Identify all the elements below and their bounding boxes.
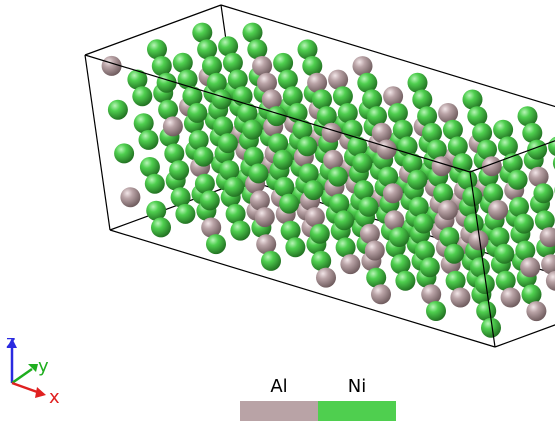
ni-atom: [548, 136, 555, 156]
axis-triad: z y x: [6, 332, 60, 408]
al-atom: [163, 116, 183, 136]
al-atom: [450, 288, 470, 308]
legend-swatch: [318, 401, 396, 421]
legend-swatch: [240, 401, 318, 421]
ni-atom: [328, 167, 348, 187]
ni-atom: [187, 103, 207, 123]
ni-atom: [420, 257, 440, 277]
ni-atom: [310, 224, 330, 244]
al-atom: [526, 301, 546, 321]
ni-atom: [242, 120, 262, 140]
legend-label: Ni: [348, 376, 366, 397]
ni-atom: [389, 227, 409, 247]
x-arrowhead: [35, 387, 46, 398]
ni-atom: [139, 130, 159, 150]
al-atom: [365, 241, 385, 261]
al-atom: [377, 140, 397, 160]
ni-atom: [212, 89, 232, 109]
ni-atom: [514, 214, 534, 234]
al-atom: [520, 257, 540, 277]
al-atom: [322, 123, 342, 143]
al-atom: [120, 187, 140, 207]
al-atom: [340, 254, 360, 274]
al-atom: [488, 200, 508, 220]
ni-atom: [494, 244, 514, 264]
ni-atom: [267, 106, 287, 126]
ni-atom: [273, 150, 293, 170]
legend: Al Ni: [240, 376, 396, 421]
scene: z y x Al Ni: [0, 0, 555, 421]
al-atom: [255, 207, 275, 227]
al-atom: [316, 268, 336, 288]
ni-atom: [224, 177, 244, 197]
ni-atom: [407, 170, 427, 190]
x-axis-arrow: [12, 383, 40, 393]
al-atom: [546, 271, 555, 291]
ni-atom: [508, 170, 528, 190]
z-label: z: [6, 332, 15, 353]
ni-atom: [218, 133, 238, 153]
al-atom: [371, 284, 391, 304]
y-axis-arrow: [12, 369, 32, 383]
ni-atom: [200, 190, 220, 210]
ni-atom: [533, 183, 553, 203]
ni-atom: [108, 100, 128, 120]
al-atom: [383, 183, 403, 203]
ni-atom: [169, 160, 189, 180]
box-edge: [85, 55, 110, 230]
ni-atom: [175, 204, 195, 224]
ni-atom: [426, 301, 446, 321]
ni-atom: [145, 174, 165, 194]
ni-atom: [414, 214, 434, 234]
legend-label: Al: [270, 376, 287, 397]
ni-atom: [334, 210, 354, 230]
ni-atom: [132, 86, 152, 106]
ni-atom: [249, 163, 269, 183]
ni-atom: [395, 271, 415, 291]
ni-atom: [279, 194, 299, 214]
ni-atom: [230, 221, 250, 241]
ni-atom: [297, 136, 317, 156]
ni-atom: [352, 153, 372, 173]
al-atom: [438, 200, 458, 220]
al-atom: [102, 56, 122, 76]
ni-atom: [359, 197, 379, 217]
ni-atom: [151, 217, 171, 237]
ni-atom: [194, 147, 214, 167]
al-atom: [501, 288, 521, 308]
ni-atom: [444, 244, 464, 264]
ni-atom: [114, 143, 134, 163]
ni-atom: [304, 180, 324, 200]
ni-atom: [285, 237, 305, 257]
x-label: x: [49, 387, 60, 408]
y-label: y: [38, 356, 49, 377]
ni-atom: [206, 234, 226, 254]
al-atom: [541, 254, 555, 274]
ni-atom: [157, 73, 177, 93]
ni-atom: [261, 251, 281, 271]
al-atom: [432, 156, 452, 176]
